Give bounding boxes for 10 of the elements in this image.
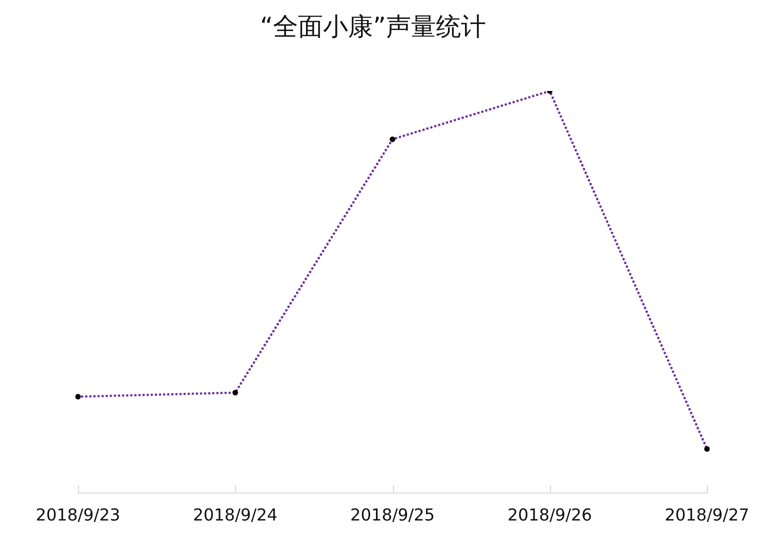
- x-tick-label: 2018/9/27: [664, 505, 750, 524]
- point: [232, 390, 238, 396]
- point: [390, 136, 396, 142]
- point: [75, 394, 81, 400]
- x-tick-label: 2018/9/23: [36, 505, 120, 524]
- x-tick-label: 2018/9/24: [192, 505, 278, 524]
- x-tick-label: 2018/9/26: [507, 505, 592, 524]
- x-tick-label: 2018/9/25: [350, 505, 435, 524]
- chart-title: “全面小康”声量统计: [259, 11, 487, 43]
- point: [704, 446, 710, 452]
